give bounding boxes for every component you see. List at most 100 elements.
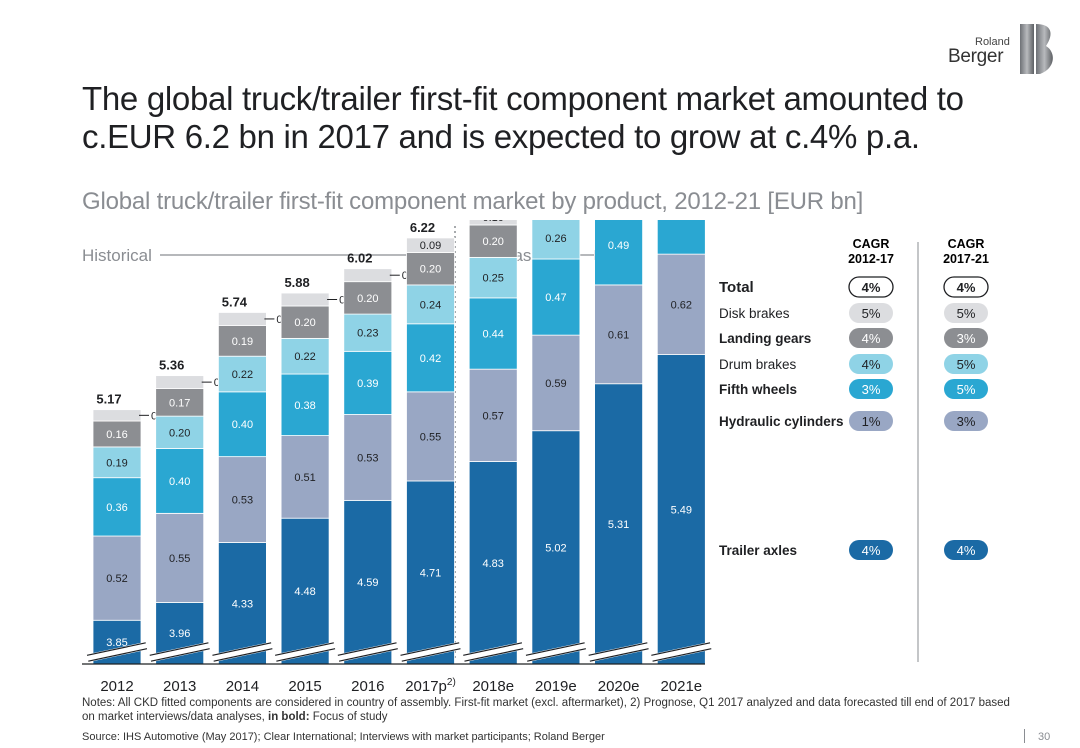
data-label-trailer-axles: 4.83 (482, 558, 503, 570)
bar-segment-trailer-axles (531, 430, 581, 665)
axis-break-gap (337, 641, 398, 663)
logo-b-mark-icon (1020, 24, 1053, 74)
bar-segment-disk-brakes (468, 220, 518, 226)
x-tick-label: 2014 (226, 678, 259, 695)
cagr-pill (944, 303, 988, 323)
data-label-trailer-axles: 4.71 (420, 567, 441, 579)
cagr-pill (944, 354, 988, 374)
data-label-hydraulic-cylinders: 0.55 (169, 553, 190, 565)
axis-break-mark (88, 648, 148, 662)
bar-segment-landing-gears (155, 388, 205, 417)
cagr-value-2: 5% (957, 306, 976, 321)
bar-segment-landing-gears (406, 252, 455, 286)
axis-break-mark (464, 648, 524, 662)
data-label-hydraulic-cylinders: 0.55 (420, 431, 441, 443)
cagr-value-1: 4% (862, 280, 881, 295)
x-tick-label: 2021e (660, 678, 702, 695)
data-label-trailer-axles: 4.59 (357, 577, 378, 589)
axis-break-mark (213, 648, 273, 662)
cagr-header-1-line2: 2012-17 (848, 252, 894, 266)
axis-break-mark (463, 642, 523, 656)
data-label-hydraulic-cylinders: 0.52 (106, 573, 127, 585)
cagr-value-2: 5% (957, 382, 976, 397)
axis-break-gap (400, 641, 461, 663)
data-label-hydraulic-cylinders: 0.53 (232, 495, 253, 507)
x-tick-label: 2020e (598, 678, 640, 695)
bar-total-label: 5.74 (222, 294, 248, 309)
data-label-trailer-axles: 5.31 (608, 519, 629, 531)
notes-prefix: Notes: All CKD fitted components are con… (82, 697, 1010, 723)
cagr-value-2: 5% (957, 357, 976, 372)
bar-segment-drum-brakes (92, 446, 142, 479)
bar-segment-landing-gears (92, 420, 142, 448)
cagr-row-label-total: Total (719, 279, 754, 296)
bar-segment-drum-brakes (155, 415, 205, 449)
cagr-row-label-disk-brakes: Disk brakes (719, 306, 790, 321)
bar-segment-hydraulic-cylinders (406, 391, 455, 482)
data-label-trailer-axles: 4.48 (294, 586, 315, 598)
axis-break-mark (527, 648, 586, 662)
cagr-value-2: 3% (957, 414, 976, 429)
bar-segment-trailer-axles (656, 354, 706, 665)
bar-segment-fifth-wheels (92, 477, 142, 537)
data-label-landing-gears: 0.20 (294, 317, 315, 329)
cagr-pill (849, 411, 893, 431)
stacked-bar-chart: Historical Forecast 3.850.520.360.190.16… (82, 220, 989, 695)
data-label-fifth-wheels: 0.44 (482, 329, 503, 341)
cagr-row-label-trailer-axles: Trailer axles (719, 543, 797, 558)
page-number-separator (1024, 729, 1025, 743)
axis-break-mark (589, 648, 649, 662)
bar-total-label: 6.22 (410, 220, 435, 235)
cagr-pill (944, 328, 988, 348)
bar-segment-hydraulic-cylinders (155, 512, 205, 603)
data-label-fifth-wheels: 0.39 (357, 378, 378, 390)
data-label-disk-brakes: 0.10 (482, 220, 503, 224)
cagr-pill (944, 411, 988, 431)
axis-break-mark (86, 642, 146, 656)
bar-total-label: 5.88 (284, 275, 309, 290)
bar-segment-drum-brakes (343, 313, 393, 352)
axis-break-gap (588, 641, 649, 663)
chart-notes: Notes: All CKD fitted components are con… (82, 696, 1022, 724)
axis-break-mark (276, 648, 336, 662)
data-label-trailer-axles: 5.49 (671, 504, 692, 516)
cagr-row-label-landing-gears: Landing gears (719, 331, 811, 346)
cagr-value-1: 4% (862, 543, 881, 558)
bar-segment-drum-brakes (280, 337, 330, 375)
data-label-hydraulic-cylinders: 0.57 (482, 410, 503, 422)
data-label-trailer-axles: 5.02 (545, 542, 566, 554)
historical-label: Historical (82, 246, 152, 265)
cagr-row-label-fifth-wheels: Fifth wheels (719, 382, 797, 397)
cagr-pill (849, 540, 893, 560)
bar-segment-disk-brakes (217, 312, 267, 326)
data-label-drum-brakes: 0.22 (232, 369, 253, 381)
bar-segment-drum-brakes (217, 355, 267, 393)
cagr-pill (849, 303, 893, 323)
axis-break-mark (525, 642, 585, 656)
notes-suffix: Focus of study (309, 711, 388, 723)
cagr-header-1-line1: CAGR (853, 237, 890, 251)
cagr-value-2: 4% (957, 280, 976, 295)
cagr-row-label-hydraulic-cylinders: Hydraulic cylinders (719, 414, 844, 429)
data-label-drum-brakes: 0.19 (106, 457, 127, 469)
x-tick-label: 2012 (100, 678, 133, 695)
bar-segment-hydraulic-cylinders (92, 535, 142, 621)
cagr-value-2: 4% (957, 543, 976, 558)
data-label-trailer-axles: 3.96 (169, 628, 190, 640)
bar-segment-fifth-wheels (280, 373, 330, 436)
data-label-drum-brakes: 0.24 (420, 299, 441, 311)
cagr-value-1: 4% (862, 331, 881, 346)
axis-break-gap (651, 641, 712, 663)
data-label-landing-gears: 0.16 (106, 429, 127, 441)
axis-break-gap (274, 641, 336, 663)
bar-segment-hydraulic-cylinders (343, 414, 393, 501)
bar-segment-hydraulic-cylinders (656, 253, 706, 355)
axis-break-mark (337, 642, 397, 656)
bar-segment-fifth-wheels (594, 220, 643, 286)
data-label-disk-brakes: 0.09 (420, 240, 441, 252)
data-label-landing-gears: 0.17 (169, 397, 190, 409)
axis-break-mark (338, 648, 398, 662)
axis-break-gap (149, 641, 210, 663)
data-label-hydraulic-cylinders: 0.62 (671, 299, 692, 311)
axis-break-mark (401, 648, 461, 662)
